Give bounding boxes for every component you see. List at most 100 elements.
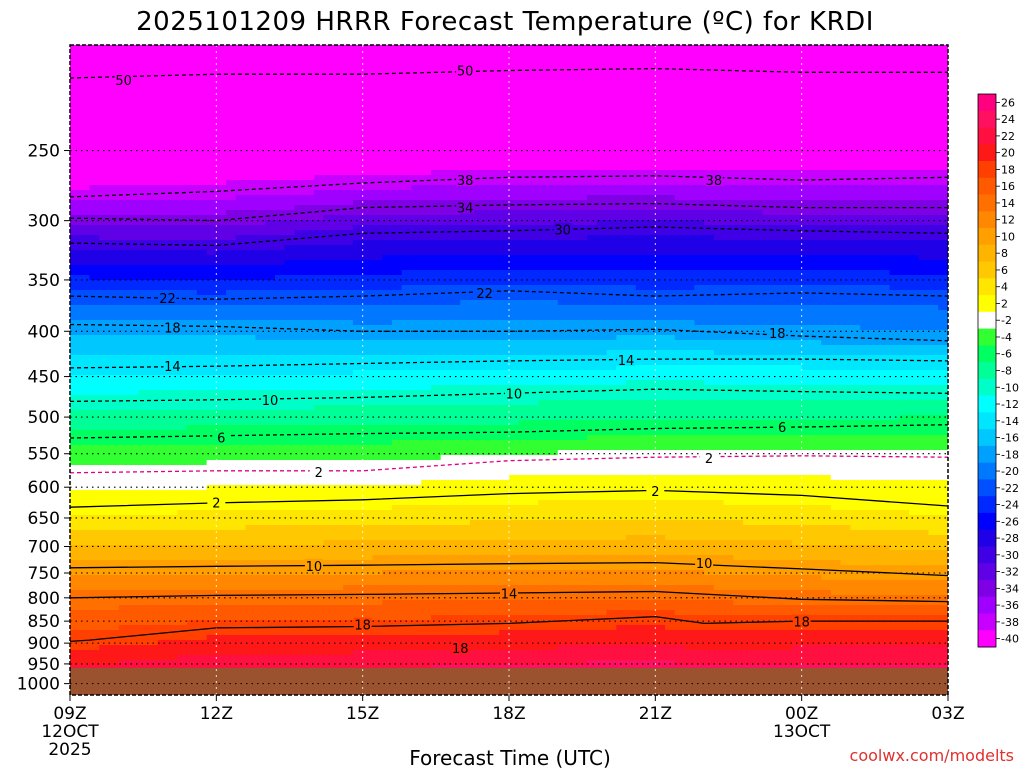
temp-cell [109,380,120,386]
temp-cell [99,510,110,516]
temp-cell [128,155,140,161]
temp-cell [177,300,188,306]
temp-cell [99,195,110,201]
temp-cell [206,125,218,131]
temp-cell [118,485,130,491]
temp-cell [265,580,276,586]
temp-cell [128,570,140,576]
temp-cell [216,305,227,311]
temp-cell [382,425,393,431]
temp-cell [245,340,257,346]
temp-cell [372,570,383,576]
temp-cell [343,500,354,506]
temp-cell [372,470,383,476]
temp-cell [235,320,247,326]
temp-cell [235,290,247,296]
temp-cell [313,630,325,636]
temp-cell [411,325,422,331]
temp-cell [148,355,159,361]
temp-cell [89,580,101,586]
temp-cell [235,360,247,366]
temp-cell [440,135,452,141]
temp-cell [401,160,413,166]
temp-cell [323,585,335,591]
temp-cell [109,465,120,471]
temp-cell [148,120,159,126]
temp-cell [391,595,403,601]
temp-cell [362,215,374,221]
temp-cell [226,360,237,366]
temp-cell [89,280,101,286]
temperature-fill [70,45,948,695]
temp-cell [304,80,315,86]
temp-cell [99,80,110,86]
temp-cell [70,220,81,226]
temp-cell [382,340,393,346]
temp-cell [235,260,247,266]
temp-cell [274,250,286,256]
temp-cell [196,450,208,456]
temp-cell [187,280,198,286]
temp-cell [421,405,432,411]
temp-cell [391,90,403,96]
temp-cell [382,55,393,61]
temp-cell [343,160,354,166]
temp-cell [128,70,140,76]
temp-cell [304,180,315,186]
temp-cell [333,640,344,646]
temp-cell [401,285,413,291]
temp-cell [294,70,305,76]
temp-cell [216,250,227,256]
temp-cell [187,350,198,356]
temp-cell [138,285,149,291]
temp-cell [245,320,257,326]
temp-cell [167,185,179,191]
temp-cell [99,445,110,451]
temp-cell [362,390,374,396]
temp-cell [157,370,169,376]
temp-cell [362,65,374,71]
temp-cell [372,550,383,556]
temp-cell [382,510,393,516]
temp-cell [118,240,130,246]
temp-cell [226,410,237,416]
temp-cell [148,450,159,456]
temp-cell [148,380,159,386]
temp-cell [411,400,422,406]
temp-cell [70,120,81,126]
temp-cell [118,310,130,316]
temp-cell [226,195,237,201]
temp-cell [128,285,140,291]
temp-cell [226,395,237,401]
temp-cell [265,445,276,451]
temp-cell [294,420,305,426]
temp-cell [245,170,257,176]
temp-cell [245,635,257,641]
temp-cell [255,125,266,131]
temp-cell [187,370,198,376]
temp-cell [255,385,266,391]
temp-cell [313,520,325,526]
temp-cell [323,655,335,661]
temp-cell [128,530,140,536]
temp-cell [421,320,432,326]
temp-cell [128,650,140,656]
temp-cell [99,280,110,286]
temp-cell [333,130,344,136]
temp-cell [284,430,296,436]
temp-cell [313,555,325,561]
temp-cell [187,550,198,556]
temp-cell [79,160,91,166]
temp-cell [284,95,296,101]
temp-cell [323,100,335,106]
temp-cell [284,590,296,596]
temp-cell [411,415,422,421]
temp-cell [206,400,218,406]
temp-cell [440,250,452,256]
temp-cell [352,555,364,561]
temp-cell [274,265,286,271]
temp-cell [99,650,110,656]
temp-cell [177,180,188,186]
temp-cell [284,660,296,666]
temp-cell [79,485,91,491]
